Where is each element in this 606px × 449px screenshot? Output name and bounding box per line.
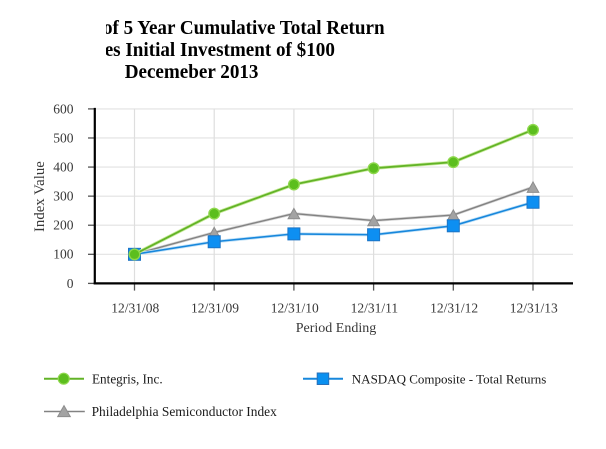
svg-text:Index Value: Index Value [32, 161, 48, 232]
svg-text:12/31/11: 12/31/11 [351, 300, 399, 315]
svg-text:Philadelphia Semiconductor Ind: Philadelphia Semiconductor Index [92, 404, 277, 419]
svg-text:12/31/09: 12/31/09 [191, 300, 239, 315]
svg-text:100: 100 [53, 247, 74, 262]
svg-text:12/31/12: 12/31/12 [430, 300, 478, 315]
svg-text:Entegris, Inc.: Entegris, Inc. [92, 371, 163, 386]
svg-text:12/31/10: 12/31/10 [271, 300, 319, 315]
svg-text:NASDAQ Composite - Total Retur: NASDAQ Composite - Total Returns [352, 371, 547, 386]
svg-text:300: 300 [53, 189, 74, 204]
svg-text:12/31/13: 12/31/13 [510, 300, 558, 315]
svg-text:400: 400 [53, 159, 74, 174]
svg-text:12/31/08: 12/31/08 [111, 300, 159, 315]
svg-text:Period Ending: Period Ending [296, 321, 377, 336]
svg-text:200: 200 [53, 218, 74, 233]
svg-text:0: 0 [67, 276, 74, 291]
svg-text:600: 600 [53, 101, 74, 116]
svg-text:500: 500 [53, 130, 74, 145]
